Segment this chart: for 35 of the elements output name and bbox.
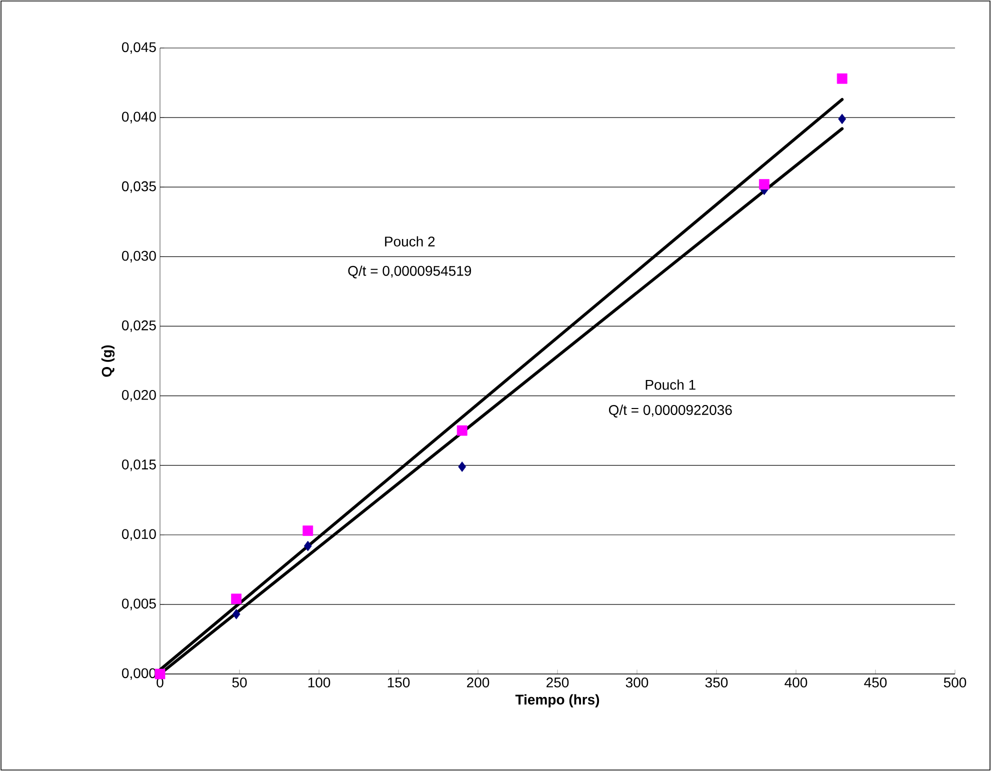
point <box>458 462 466 472</box>
y-tick-label: 0,005 <box>122 598 156 610</box>
y-tick-label: 0,040 <box>122 112 156 124</box>
y-tick-label: 0,000 <box>122 668 156 680</box>
x-tick-label: 350 <box>705 678 728 688</box>
point <box>838 114 846 124</box>
point <box>456 425 468 436</box>
x-tick-label: 450 <box>864 678 887 688</box>
point <box>759 179 770 190</box>
y-tick-label: 0,010 <box>122 529 156 541</box>
point <box>232 608 240 620</box>
point <box>836 73 848 84</box>
annotation: Q/t = 0,0000954519 <box>348 266 472 278</box>
x-tick-label: 150 <box>388 678 410 688</box>
y-tick-label: 0,030 <box>122 250 156 262</box>
annotation: Pouch 2 <box>385 236 435 246</box>
x-tick-label: 100 <box>308 678 330 688</box>
x-axis-title: Tiempo (hrs) <box>515 694 600 708</box>
x-tick-label: 250 <box>546 678 569 688</box>
y-tick-label: 0,025 <box>122 320 156 332</box>
annotation: Pouch 1 <box>646 379 696 390</box>
point <box>302 526 314 536</box>
y-tick-label: 0,015 <box>122 460 156 472</box>
x-tick-label: 50 <box>232 678 247 688</box>
x-tick-label: 200 <box>467 678 490 688</box>
x-tick-label: 500 <box>944 678 966 688</box>
x-tick-label: 300 <box>626 678 648 688</box>
y-axis-title: Q (g) <box>101 345 115 377</box>
annotation: Q/t = 0,0000922036 <box>608 404 732 418</box>
y-tick-label: 0,020 <box>122 390 156 402</box>
x-tick-label: 400 <box>784 678 808 688</box>
point <box>304 540 312 552</box>
y-tick-label: 0,035 <box>122 181 156 193</box>
y-tick-label: 0,045 <box>122 42 156 54</box>
point <box>231 594 242 604</box>
